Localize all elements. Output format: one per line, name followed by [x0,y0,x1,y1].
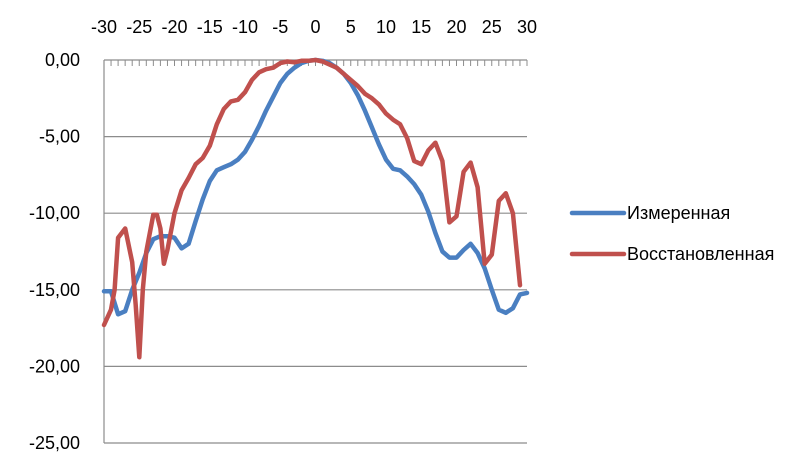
x-tick-label: -20 [161,17,187,37]
x-tick-label: 0 [310,17,320,37]
legend-label: Измеренная [627,203,730,223]
y-tick-label: 0,00 [45,50,80,70]
x-tick-label: 5 [346,17,356,37]
x-tick-label: -30 [91,17,117,37]
x-tick-label: -15 [197,17,223,37]
x-tick-label: -5 [272,17,288,37]
y-tick-label: -5,00 [39,127,80,147]
series-line-2 [101,57,523,360]
series-lines [101,57,530,360]
y-tick-label: -25,00 [29,433,80,453]
x-tick-label: -25 [126,17,152,37]
legend: Измеренная Восстановленная [569,203,774,264]
x-tick-label: -10 [232,17,258,37]
axes: 0,00-5,00-10,00-15,00-20,00-25,00-30 -25-… [29,17,537,453]
y-tick-label: -20,00 [29,356,80,376]
x-tick-label: 30 [517,17,537,37]
y-tick-label: -15,00 [29,280,80,300]
legend-label: Восстановленная [627,244,774,264]
x-tick-label: 25 [482,17,502,37]
x-tick-label: 20 [446,17,466,37]
series-line-1 [101,57,530,317]
y-tick-label: -10,00 [29,203,80,223]
x-tick-label: 15 [411,17,431,37]
x-tick-label: 10 [376,17,396,37]
